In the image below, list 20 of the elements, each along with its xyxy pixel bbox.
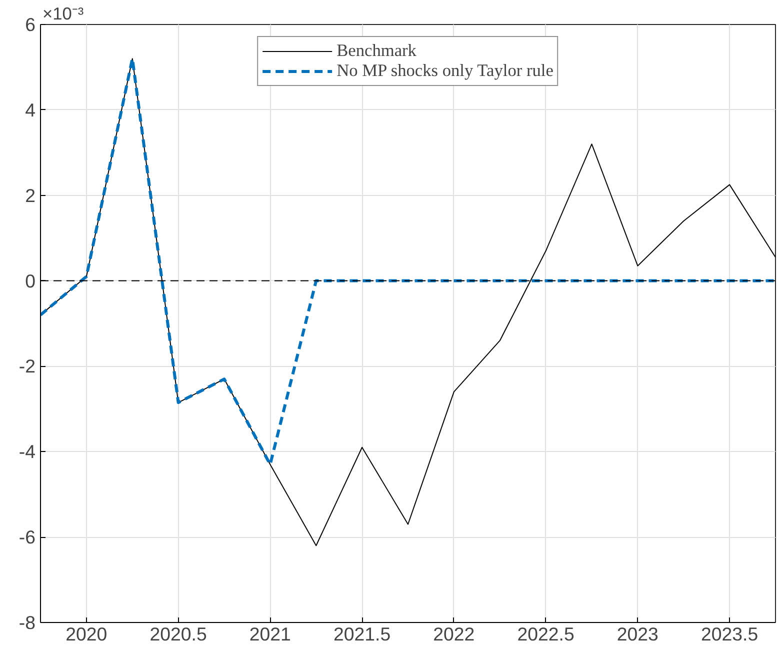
x-tick-label: 2022 — [433, 624, 475, 644]
x-tick-label: 2023 — [616, 624, 658, 644]
x-tick-label: 2020.5 — [150, 624, 207, 644]
y-tick-label: -4 — [18, 441, 36, 462]
y-tick-label: -8 — [18, 612, 36, 633]
y-tick-label: 6 — [25, 14, 36, 35]
text: ×10⁻³ — [42, 4, 84, 24]
y-tick-label: 4 — [25, 99, 36, 120]
legend-label: No MP shocks only Taylor rule — [336, 61, 554, 81]
x-tick-label: 2021.5 — [334, 624, 391, 644]
legend-label: Benchmark — [336, 41, 416, 61]
y-tick-label: -2 — [18, 356, 36, 377]
x-tick-label: 2022.5 — [517, 624, 574, 644]
y-tick-label: -6 — [18, 526, 36, 548]
line-series — [40, 57, 776, 466]
x-tick-label: 2020 — [66, 624, 108, 644]
x-tick-label: 2023.5 — [701, 624, 758, 644]
y-tick-label: 2 — [25, 184, 36, 206]
x-tick-label: 2021 — [249, 624, 291, 644]
y-tick-label: 0 — [25, 270, 36, 292]
